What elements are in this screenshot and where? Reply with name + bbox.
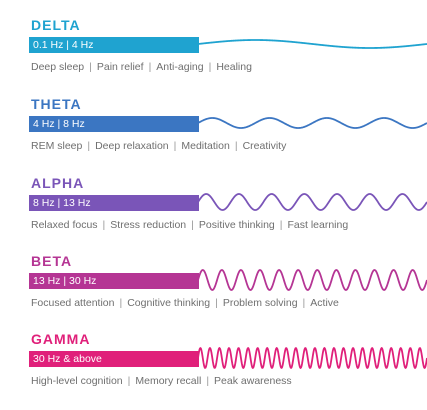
band-title: DELTA — [31, 17, 81, 33]
band-title: THETA — [31, 96, 82, 112]
use-label: Deep sleep — [31, 61, 85, 73]
band-uses: REM sleep | Deep relaxation | Meditation | Cre… — [31, 139, 286, 153]
separator: | — [191, 219, 194, 231]
use-label: Cognitive thinking — [127, 297, 211, 309]
separator: | — [279, 219, 283, 231]
use-label: Memory recall — [135, 375, 202, 387]
frequency-range-bar: 13 Hz | 30 Hz — [29, 273, 199, 289]
use-label: Focused attention — [31, 297, 115, 309]
separator: | — [208, 61, 212, 73]
wave-path — [197, 117, 427, 129]
separator: | — [87, 140, 91, 152]
band-uses: Focused attention | Cognitive thinking | Pro… — [31, 296, 339, 310]
band-title: BETA — [31, 253, 73, 269]
use-label: Problem solving — [222, 297, 298, 309]
use-label: REM sleep — [31, 140, 83, 152]
frequency-range-bar: 30 Hz & above — [29, 351, 199, 367]
wave-line — [197, 347, 427, 369]
wave-path — [197, 39, 427, 49]
use-label: Meditation — [181, 140, 230, 152]
use-label: Stress reduction — [110, 219, 187, 231]
use-label: Peak awareness — [214, 375, 292, 387]
separator: | — [302, 297, 306, 309]
separator: | — [234, 140, 238, 152]
use-label: Pain relief — [96, 61, 144, 73]
frequency-range-bar: 0.1 Hz | 4 Hz — [29, 37, 199, 53]
use-label: Positive thinking — [198, 219, 275, 231]
band-gamma: GAMMA 30 Hz & above High-level cognition… — [0, 330, 427, 400]
separator: | — [215, 297, 218, 309]
wave-line — [197, 269, 427, 291]
band-beta: BETA 13 Hz | 30 Hz Focused attention | Cog… — [0, 252, 427, 322]
band-title: GAMMA — [31, 331, 91, 347]
wave-path — [197, 269, 427, 291]
use-label: Deep relaxation — [95, 140, 169, 152]
wave-line — [197, 39, 427, 49]
separator: | — [119, 297, 123, 309]
separator: | — [173, 140, 177, 152]
frequency-range-bar: 8 Hz | 13 Hz — [29, 195, 199, 211]
use-label: Active — [310, 297, 339, 309]
band-delta: DELTA 0.1 Hz | 4 Hz Deep sleep | Pain reli… — [0, 16, 427, 86]
separator: | — [206, 375, 210, 387]
use-label: Creativity — [242, 140, 287, 152]
band-theta: THETA 4 Hz | 8 Hz REM sleep | Deep relaxat… — [0, 95, 427, 165]
wave-path — [197, 193, 427, 211]
use-label: High-level cognition — [31, 375, 123, 387]
use-label: Fast learning — [287, 219, 349, 231]
separator: | — [148, 61, 152, 73]
wave-line — [197, 117, 427, 129]
use-label: Relaxed focus — [31, 219, 98, 231]
band-uses: Relaxed focus | Stress reduction | Positive … — [31, 218, 348, 232]
use-label: Healing — [216, 61, 252, 73]
separator: | — [127, 375, 131, 387]
band-title: ALPHA — [31, 175, 85, 191]
band-uses: Deep sleep | Pain relief | Anti-aging | Healin… — [31, 60, 252, 74]
separator: | — [102, 219, 106, 231]
frequency-range-bar: 4 Hz | 8 Hz — [29, 116, 199, 132]
use-label: Anti-aging — [156, 61, 204, 73]
wave-line — [197, 193, 427, 211]
separator: | — [89, 61, 92, 73]
band-alpha: ALPHA 8 Hz | 13 Hz Relaxed focus | Stress … — [0, 174, 427, 244]
wave-path — [197, 347, 427, 369]
band-uses: High-level cognition | Memory recall | Peak … — [31, 374, 292, 388]
